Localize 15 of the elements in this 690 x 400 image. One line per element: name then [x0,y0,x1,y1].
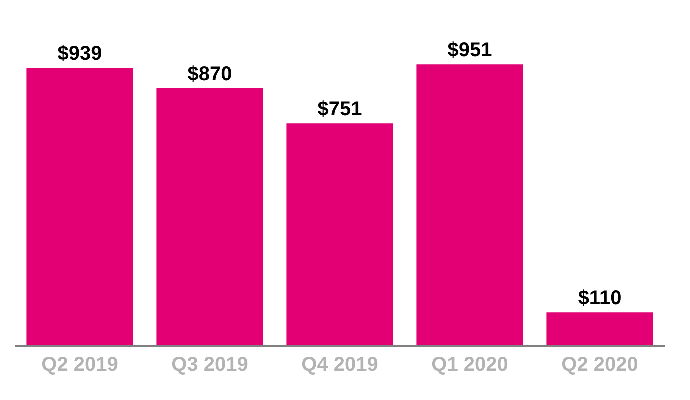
data-label: $870 [188,64,232,86]
data-label: $110 [578,288,622,310]
x-tick-label: Q2 2019 [42,354,118,376]
x-tick-label: Q2 2020 [562,354,638,376]
bar [546,312,654,345]
x-tick-label: Q1 2020 [432,354,508,376]
x-tick-label: Q4 2019 [302,354,378,376]
x-tick-label: Q3 2019 [172,354,248,376]
data-label: $939 [58,43,102,66]
data-label: $951 [448,40,492,62]
bar [286,124,394,345]
bar [156,88,264,345]
data-label: $751 [318,98,362,121]
bar [416,64,524,345]
bar [26,68,134,345]
